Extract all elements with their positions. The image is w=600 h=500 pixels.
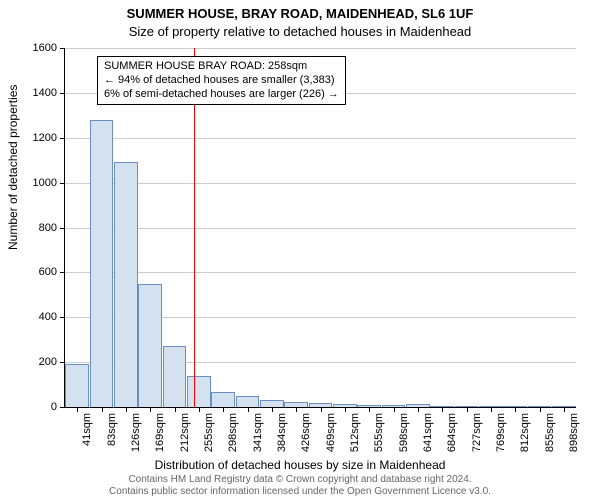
gridline	[65, 228, 576, 229]
y-tick-label: 200	[39, 356, 57, 368]
y-tick-mark	[60, 138, 65, 139]
x-tick-mark	[345, 407, 346, 412]
x-tick-label: 555sqm	[373, 413, 385, 452]
annotation-line-3: 6% of semi-detached houses are larger (2…	[104, 88, 339, 102]
x-tick-label: 769sqm	[495, 413, 507, 452]
annotation-line-1: SUMMER HOUSE BRAY ROAD: 258sqm	[104, 60, 339, 74]
gridline	[65, 138, 576, 139]
x-tick-mark	[564, 407, 565, 412]
x-tick-mark	[442, 407, 443, 412]
x-tick-mark	[199, 407, 200, 412]
x-tick-label: 41sqm	[81, 413, 93, 446]
x-tick-mark	[175, 407, 176, 412]
x-tick-label: 469sqm	[325, 413, 337, 452]
histogram-bar	[114, 162, 137, 407]
x-tick-mark	[126, 407, 127, 412]
x-tick-mark	[102, 407, 103, 412]
x-tick-label: 512sqm	[349, 413, 361, 452]
y-axis-label: Number of detached properties	[6, 85, 20, 250]
histogram-bar	[65, 364, 88, 407]
y-tick-label: 1200	[33, 132, 57, 144]
x-tick-mark	[369, 407, 370, 412]
x-tick-mark	[223, 407, 224, 412]
x-tick-mark	[150, 407, 151, 412]
footer-line-2: Contains public sector information licen…	[0, 486, 600, 498]
footer-attribution: Contains HM Land Registry data © Crown c…	[0, 474, 600, 497]
x-tick-label: 126sqm	[130, 413, 142, 452]
y-tick-label: 1000	[33, 177, 57, 189]
annotation-box: SUMMER HOUSE BRAY ROAD: 258sqm ← 94% of …	[97, 56, 346, 105]
histogram-bar	[163, 346, 186, 407]
histogram-bar	[90, 120, 113, 407]
x-tick-label: 212sqm	[179, 413, 191, 452]
y-tick-label: 600	[39, 266, 57, 278]
x-tick-mark	[394, 407, 395, 412]
x-tick-label: 598sqm	[398, 413, 410, 452]
x-tick-label: 812sqm	[519, 413, 531, 452]
x-tick-mark	[418, 407, 419, 412]
x-tick-mark	[248, 407, 249, 412]
chart-title-address: SUMMER HOUSE, BRAY ROAD, MAIDENHEAD, SL6…	[0, 6, 600, 21]
y-tick-mark	[60, 93, 65, 94]
x-tick-mark	[296, 407, 297, 412]
x-tick-mark	[77, 407, 78, 412]
x-tick-mark	[272, 407, 273, 412]
histogram-bar	[260, 400, 283, 407]
footer-line-1: Contains HM Land Registry data © Crown c…	[0, 474, 600, 486]
x-tick-label: 83sqm	[106, 413, 118, 446]
x-tick-label: 384sqm	[276, 413, 288, 452]
y-tick-mark	[60, 183, 65, 184]
x-tick-label: 341sqm	[252, 413, 264, 452]
chart-subtitle: Size of property relative to detached ho…	[0, 24, 600, 39]
x-tick-label: 727sqm	[471, 413, 483, 452]
y-tick-mark	[60, 362, 65, 363]
annotation-line-2: ← 94% of detached houses are smaller (3,…	[104, 74, 339, 88]
x-tick-label: 855sqm	[544, 413, 556, 452]
x-tick-mark	[540, 407, 541, 412]
y-tick-label: 1600	[33, 42, 57, 54]
y-tick-mark	[60, 407, 65, 408]
plot-area: 0200400600800100012001400160041sqm83sqm1…	[64, 48, 576, 408]
x-tick-mark	[467, 407, 468, 412]
gridline	[65, 183, 576, 184]
histogram-bar	[236, 396, 259, 407]
x-tick-label: 298sqm	[227, 413, 239, 452]
x-tick-label: 684sqm	[446, 413, 458, 452]
x-tick-label: 641sqm	[422, 413, 434, 452]
gridline	[65, 272, 576, 273]
y-tick-mark	[60, 48, 65, 49]
y-tick-mark	[60, 228, 65, 229]
x-tick-label: 169sqm	[154, 413, 166, 452]
x-tick-mark	[491, 407, 492, 412]
y-tick-mark	[60, 317, 65, 318]
x-tick-mark	[321, 407, 322, 412]
x-tick-label: 426sqm	[300, 413, 312, 452]
histogram-bar	[187, 376, 210, 407]
histogram-bar	[138, 284, 161, 407]
y-tick-label: 1400	[33, 87, 57, 99]
x-tick-mark	[515, 407, 516, 412]
y-tick-mark	[60, 272, 65, 273]
y-tick-label: 800	[39, 222, 57, 234]
x-axis-label: Distribution of detached houses by size …	[0, 458, 600, 472]
gridline	[65, 48, 576, 49]
x-tick-label: 255sqm	[203, 413, 215, 452]
y-tick-label: 0	[51, 401, 57, 413]
x-tick-label: 898sqm	[568, 413, 580, 452]
y-tick-label: 400	[39, 311, 57, 323]
histogram-bar	[211, 392, 234, 407]
